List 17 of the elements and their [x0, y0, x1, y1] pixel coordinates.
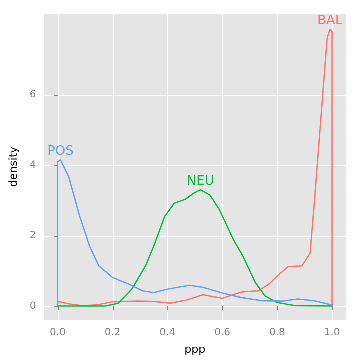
x-tick-label: 0.0: [50, 328, 66, 338]
x-tick-label: 0.4: [160, 328, 176, 338]
line-series: [57, 189, 333, 307]
y-tick-label: 4: [30, 160, 36, 171]
x-tick-label: 0.2: [104, 328, 121, 338]
series-label: BAL: [318, 13, 344, 28]
y-axis-title: density: [7, 146, 20, 188]
series-label: POS: [48, 144, 74, 160]
x-tick-label: 0.6: [214, 328, 231, 338]
y-tick-label: 6: [30, 89, 36, 100]
x-axis-title: ppp: [184, 343, 206, 356]
y-tick-label: 0: [30, 300, 36, 312]
series-label: NEU: [186, 174, 214, 190]
x-tick-label: 0.8: [269, 328, 286, 338]
y-tick-label: 2: [30, 230, 36, 242]
x-tick-label: 1.0: [324, 328, 340, 338]
line-series: [57, 159, 333, 307]
